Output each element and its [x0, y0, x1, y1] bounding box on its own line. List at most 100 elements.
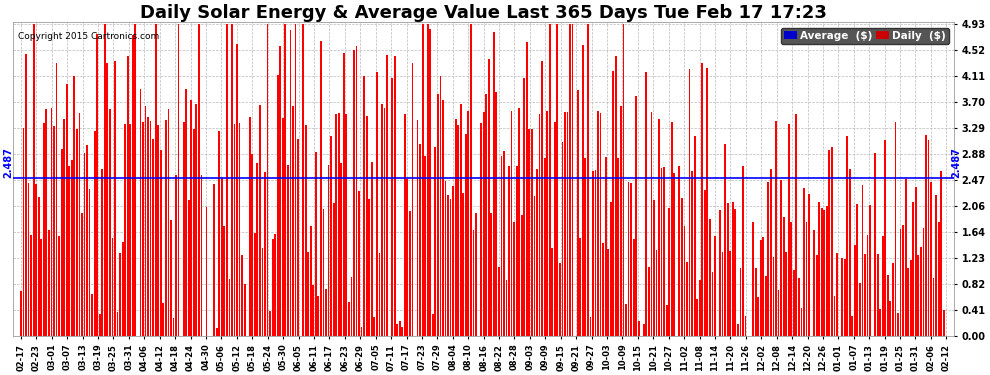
Bar: [846, 136, 848, 336]
Bar: [53, 126, 54, 336]
Bar: [94, 131, 96, 336]
Bar: [89, 189, 90, 336]
Bar: [895, 122, 896, 336]
Bar: [542, 61, 543, 336]
Bar: [177, 24, 179, 336]
Bar: [610, 202, 612, 336]
Bar: [130, 124, 131, 336]
Bar: [373, 317, 375, 336]
Bar: [447, 195, 448, 336]
Bar: [36, 184, 37, 336]
Bar: [386, 55, 388, 336]
Bar: [569, 24, 571, 336]
Bar: [485, 94, 487, 336]
Bar: [821, 208, 823, 336]
Bar: [99, 314, 101, 336]
Bar: [289, 30, 291, 336]
Bar: [501, 156, 502, 336]
Bar: [531, 129, 533, 336]
Bar: [584, 158, 586, 336]
Bar: [457, 125, 459, 336]
Bar: [237, 44, 238, 336]
Bar: [554, 122, 555, 336]
Bar: [425, 156, 426, 336]
Bar: [315, 152, 317, 336]
Bar: [513, 222, 515, 336]
Bar: [76, 129, 78, 336]
Bar: [297, 140, 299, 336]
Bar: [819, 202, 820, 336]
Bar: [127, 56, 129, 336]
Bar: [824, 210, 826, 336]
Bar: [346, 114, 347, 336]
Bar: [673, 173, 675, 336]
Bar: [655, 250, 657, 336]
Bar: [353, 50, 354, 336]
Bar: [546, 111, 548, 336]
Bar: [931, 182, 932, 336]
Bar: [109, 108, 111, 336]
Bar: [46, 110, 48, 336]
Bar: [508, 166, 510, 336]
Bar: [506, 280, 508, 336]
Bar: [902, 225, 904, 336]
Bar: [60, 149, 62, 336]
Bar: [813, 230, 815, 336]
Bar: [866, 235, 868, 336]
Bar: [107, 63, 108, 336]
Bar: [859, 284, 860, 336]
Bar: [595, 170, 596, 336]
Bar: [50, 108, 52, 336]
Bar: [861, 184, 863, 336]
Bar: [251, 154, 253, 336]
Bar: [454, 119, 456, 336]
Bar: [770, 170, 772, 336]
Bar: [701, 63, 703, 336]
Bar: [645, 72, 647, 336]
Bar: [190, 100, 192, 336]
Bar: [20, 291, 22, 336]
Bar: [104, 24, 106, 336]
Bar: [71, 160, 72, 336]
Bar: [96, 34, 98, 336]
Bar: [229, 279, 231, 336]
Bar: [23, 129, 25, 336]
Text: Copyright 2015 Cartronics.com: Copyright 2015 Cartronics.com: [18, 32, 159, 41]
Bar: [399, 321, 401, 336]
Bar: [539, 114, 541, 336]
Bar: [365, 116, 367, 336]
Bar: [686, 262, 688, 336]
Bar: [417, 120, 419, 336]
Bar: [732, 202, 734, 336]
Bar: [801, 308, 802, 336]
Bar: [877, 254, 878, 336]
Bar: [193, 129, 195, 336]
Bar: [589, 317, 591, 336]
Bar: [216, 328, 218, 336]
Bar: [341, 163, 343, 336]
Bar: [650, 112, 652, 336]
Bar: [559, 262, 560, 336]
Bar: [396, 324, 398, 336]
Bar: [548, 24, 550, 336]
Bar: [483, 112, 484, 336]
Title: Daily Solar Energy & Average Value Last 365 Days Tue Feb 17 17:23: Daily Solar Energy & Average Value Last …: [141, 4, 827, 22]
Bar: [43, 123, 45, 336]
Bar: [498, 267, 500, 336]
Bar: [869, 205, 871, 336]
Bar: [271, 239, 273, 336]
Bar: [923, 228, 925, 336]
Bar: [681, 198, 683, 336]
Bar: [752, 222, 754, 336]
Bar: [561, 142, 563, 336]
Bar: [348, 302, 349, 336]
Bar: [254, 233, 255, 336]
Bar: [605, 157, 607, 336]
Bar: [848, 169, 850, 336]
Bar: [331, 136, 332, 336]
Bar: [785, 252, 787, 336]
Bar: [722, 252, 724, 336]
Bar: [38, 197, 40, 336]
Bar: [730, 251, 732, 336]
Bar: [201, 176, 202, 336]
